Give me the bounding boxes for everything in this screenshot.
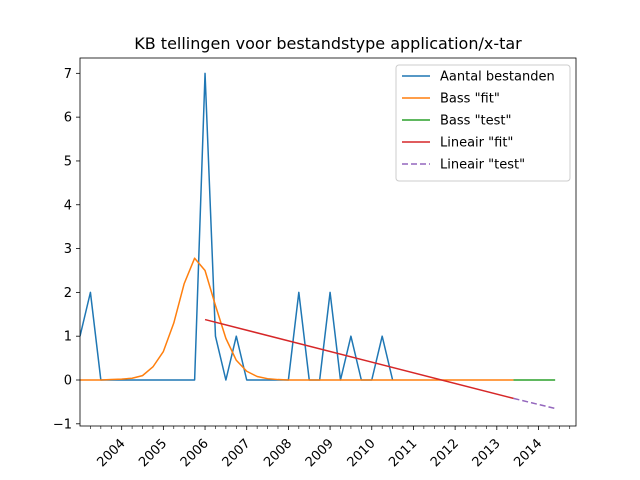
x-tick-label: 2010 xyxy=(345,436,379,470)
legend-label: Bass "test" xyxy=(440,114,512,129)
x-tick-label: 2007 xyxy=(220,436,254,470)
x-tick-label: 2006 xyxy=(178,436,212,470)
series-line-0 xyxy=(80,72,394,381)
x-tick-label: 2005 xyxy=(136,436,170,470)
y-tick-label: 1 xyxy=(64,330,72,345)
legend-label: Bass "fit" xyxy=(440,92,500,107)
axes-frame xyxy=(79,57,577,427)
y-tick-label: 5 xyxy=(64,154,72,169)
y-tick-label: 4 xyxy=(64,198,72,213)
x-tick-label: 2009 xyxy=(303,436,337,470)
legend-label: Lineair "fit" xyxy=(440,136,513,151)
y-tick-label: 2 xyxy=(64,286,72,301)
legend-label: Aantal bestanden xyxy=(440,70,555,85)
series-group xyxy=(80,72,556,410)
x-tick-label: 2011 xyxy=(386,436,420,470)
legend-label: Lineair "test" xyxy=(440,158,525,173)
y-tick-label: 0 xyxy=(64,374,72,389)
legend-box xyxy=(395,64,571,182)
y-tick-label: 3 xyxy=(64,242,72,257)
series-line-3 xyxy=(204,318,514,400)
plot-area xyxy=(80,72,556,410)
series-line-1 xyxy=(80,257,514,381)
chart-title: KB tellingen voor bestandstype applicati… xyxy=(134,34,522,53)
x-tick-label: 2004 xyxy=(95,436,129,470)
legend: Aantal bestanden Bass "fit" Bass "test" Lin… xyxy=(395,64,571,182)
series-line-4 xyxy=(513,397,556,410)
y-tick-label: 7 xyxy=(64,67,72,82)
x-tick-label: 2013 xyxy=(470,436,504,470)
y-tick-label: 6 xyxy=(64,111,72,126)
y-tick-label: −1 xyxy=(53,417,72,432)
x-tick-label: 2012 xyxy=(428,436,462,470)
x-tick-label: 2008 xyxy=(261,436,295,470)
x-tick-label: 2014 xyxy=(511,436,545,470)
